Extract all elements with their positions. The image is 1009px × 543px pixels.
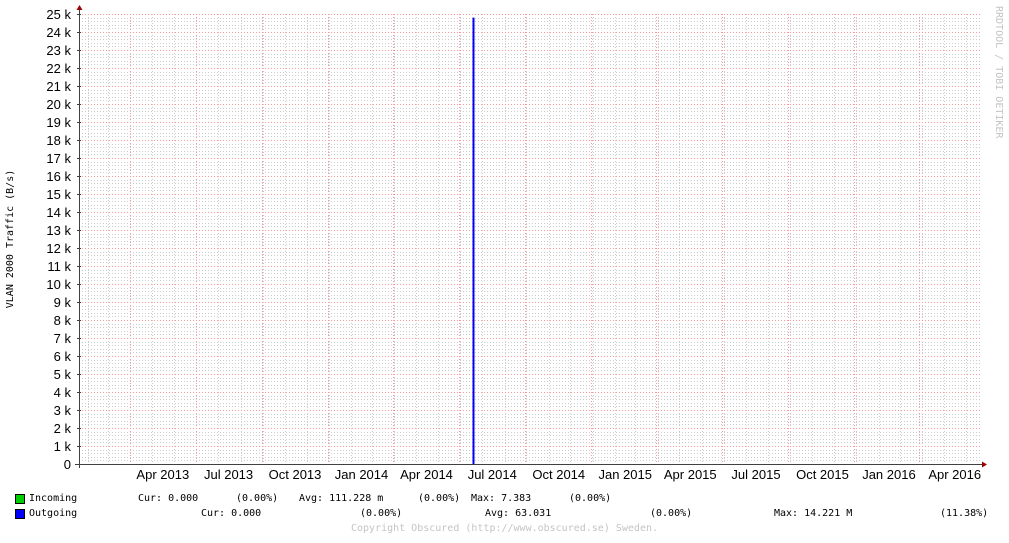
legend-max: Max: 14.221 M bbox=[774, 508, 853, 519]
legend-avg-pct: (0.00%) bbox=[418, 493, 461, 504]
y-tick-label: 16 k bbox=[46, 169, 71, 184]
y-tick-label: 14 k bbox=[46, 205, 71, 220]
legend-avg: Avg: 63.031 bbox=[485, 508, 552, 519]
y-tick-label: 13 k bbox=[46, 223, 71, 238]
legend-max-pct: (11.38%) bbox=[940, 508, 989, 519]
y-tick-label: 19 k bbox=[46, 115, 71, 130]
y-tick-label: 3 k bbox=[54, 403, 72, 418]
legend-max-pct: (0.00%) bbox=[569, 493, 612, 504]
y-tick-label: 6 k bbox=[54, 349, 72, 364]
minor-grid bbox=[79, 14, 980, 465]
legend-cur: Cur: 0.000 bbox=[138, 493, 199, 504]
x-tick-label: Oct 2013 bbox=[269, 467, 322, 482]
legend-name: Outgoing bbox=[29, 508, 78, 519]
x-tick-label: Apr 2014 bbox=[400, 467, 453, 482]
x-axis-arrow bbox=[982, 461, 987, 468]
y-tick-label: 7 k bbox=[54, 331, 72, 346]
x-tick-labels: Apr 2013 Jul 2013 Oct 2013 Jan 2014 Apr 2014… bbox=[136, 467, 981, 482]
y-tick-label: 11 k bbox=[47, 259, 71, 274]
x-tick-label: Apr 2013 bbox=[136, 467, 189, 482]
y-axis-label: VLAN 2000 Traffic (B/s) bbox=[5, 170, 16, 308]
y-tick-label: 5 k bbox=[54, 367, 72, 382]
y-tick-label: 25 k bbox=[46, 7, 71, 22]
y-tick-label: 17 k bbox=[46, 151, 71, 166]
y-tick-label: 2 k bbox=[54, 421, 72, 436]
legend-swatch-outgoing bbox=[15, 509, 25, 519]
x-tick-label: Apr 2015 bbox=[664, 467, 717, 482]
y-tick-label: 4 k bbox=[54, 385, 72, 400]
legend-name: Incoming bbox=[29, 493, 78, 504]
y-tick-label: 23 k bbox=[46, 43, 71, 58]
legend-cur-pct: (0.00%) bbox=[360, 508, 403, 519]
y-tick-label: 21 k bbox=[46, 79, 71, 94]
legend-cur-pct: (0.00%) bbox=[236, 493, 279, 504]
y-tick-label: 1 k bbox=[54, 439, 72, 454]
y-tick-label: 18 k bbox=[46, 133, 71, 148]
x-tick-label: Apr 2016 bbox=[928, 467, 981, 482]
legend-avg-pct: (0.00%) bbox=[650, 508, 693, 519]
axes bbox=[75, 5, 987, 468]
y-tick-labels: 0 1 k 2 k 3 k 4 k 5 k 6 k 7 k 8 k 9 k 10 k 11 k 12 k… bbox=[46, 7, 71, 472]
legend-avg: Avg: 111.228 m bbox=[299, 493, 384, 504]
y-tick-label: 20 k bbox=[46, 97, 71, 112]
x-tick-label: Jul 2015 bbox=[731, 467, 780, 482]
y-tick-label: 12 k bbox=[46, 241, 71, 256]
copyright-text: Copyright Obscured (http://www.obscured.… bbox=[350, 523, 659, 534]
rrdtool-watermark: RRDTOOL / TOBI OETIKER bbox=[993, 6, 1004, 139]
x-tick-label: Oct 2015 bbox=[796, 467, 849, 482]
y-axis-arrow bbox=[76, 5, 83, 10]
major-grid bbox=[79, 14, 980, 465]
x-tick-label: Jan 2015 bbox=[598, 467, 652, 482]
y-tick-label: 0 bbox=[64, 457, 71, 472]
y-tick-label: 9 k bbox=[54, 295, 72, 310]
legend-swatch-incoming bbox=[15, 494, 25, 504]
x-tick-label: Jan 2014 bbox=[335, 467, 389, 482]
y-tick-label: 8 k bbox=[54, 313, 72, 328]
x-tick-label: Oct 2014 bbox=[532, 467, 585, 482]
y-tick-label: 24 k bbox=[46, 25, 71, 40]
y-tick-label: 10 k bbox=[46, 277, 71, 292]
legend-max: Max: 7.383 bbox=[471, 493, 532, 504]
y-tick-label: 22 k bbox=[46, 61, 71, 76]
x-tick-label: Jan 2016 bbox=[862, 467, 916, 482]
legend-cur: Cur: 0.000 bbox=[201, 508, 262, 519]
x-tick-label: Jul 2014 bbox=[468, 467, 517, 482]
x-tick-label: Jul 2013 bbox=[204, 467, 253, 482]
y-tick-label: 15 k bbox=[46, 187, 71, 202]
